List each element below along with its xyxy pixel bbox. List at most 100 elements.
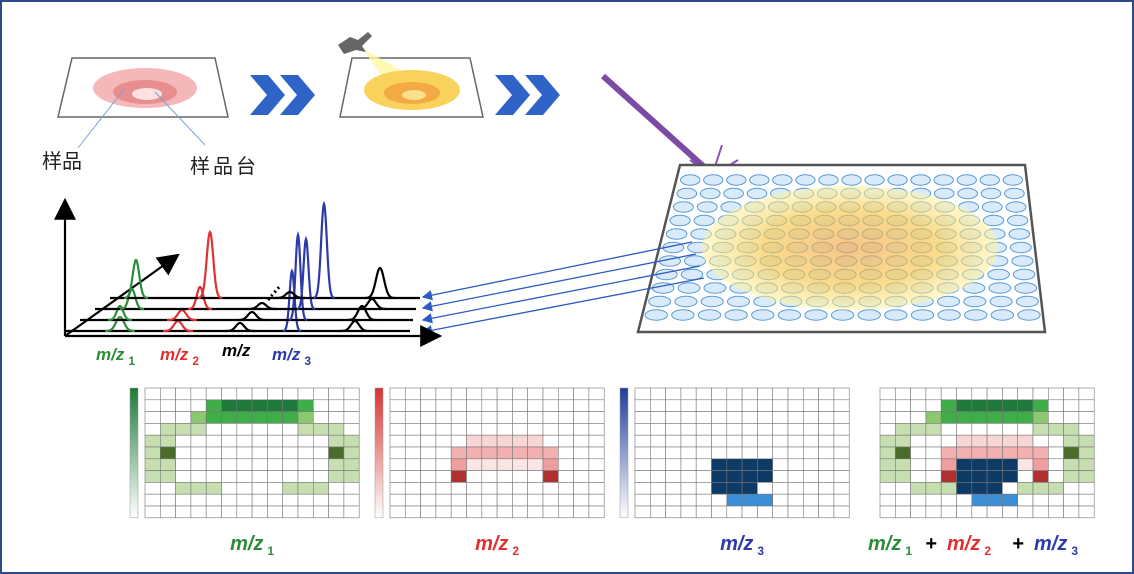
pixel [634,482,651,495]
pixel [787,493,804,507]
sample-spot [830,309,855,321]
pixel [802,423,819,436]
pixel [267,399,283,412]
pixel [175,411,192,424]
mz-sub: 3 [304,354,311,368]
pixel [879,411,896,424]
pixel [343,423,360,436]
pixel [389,434,406,448]
pixel [527,505,544,519]
pixel [894,399,911,412]
pixel [711,446,728,460]
pixel [496,505,513,519]
mz-label: m/z 1 [96,345,135,368]
pixel [267,505,283,519]
peak [356,297,388,311]
pixel [757,399,774,412]
pixel [466,493,483,507]
pixel [282,399,299,412]
pixel [527,434,544,448]
pixel [251,482,268,495]
pixel [802,411,819,424]
pixel [466,387,483,401]
pixel [833,399,850,412]
pixel [297,423,314,436]
pixel [190,423,207,436]
pixel [588,411,605,424]
pixel [160,387,176,401]
pixel [588,423,605,436]
pixel [1032,482,1049,495]
pixel [726,446,743,460]
pixel [818,423,835,436]
pixel [435,482,452,495]
sample-spot [857,309,881,321]
pixel [190,470,207,483]
pixel [175,446,192,460]
pixel [649,470,666,483]
pixel [757,411,774,424]
pixel [435,493,452,507]
pixel [312,434,329,448]
pixel [573,493,590,507]
mz-sub: 1 [905,544,912,558]
pixel [542,423,559,436]
pixel [971,411,988,424]
pixel [940,470,957,483]
pixel [312,446,329,460]
pixel [144,446,161,460]
pixel [971,458,988,471]
pixel [757,505,774,519]
pixel [297,411,314,424]
mz-sub: 1 [128,354,135,368]
pixel [542,482,559,495]
pixel [466,411,483,424]
pixel [695,423,712,436]
pixel [251,470,268,483]
sample-spot [887,174,908,186]
pixel [312,482,329,495]
pixel [726,411,743,424]
peak [236,310,268,322]
pixel [512,482,529,495]
pixel [221,411,238,424]
pixel [144,387,161,401]
pixel [404,387,421,401]
pixel [175,470,192,483]
pixel [420,458,437,471]
pixel [1032,399,1049,412]
pixel [144,470,161,483]
sample-spot [699,187,721,200]
pixel [665,458,682,471]
pixel [680,423,697,436]
pixel [221,387,238,401]
pixel [389,399,406,412]
pixel [971,434,988,448]
pixel [312,399,329,412]
pixel [787,411,804,424]
pixel [1002,387,1019,401]
peak [104,315,136,333]
mz-label: m/z 2 [475,533,519,558]
pixel [726,505,743,519]
sample-spot [990,309,1015,321]
pixel [312,458,329,471]
peak [296,235,316,311]
pixel [818,482,835,495]
pixel [557,482,574,495]
pixel [1017,470,1034,483]
pixel [481,411,498,424]
pixel [236,470,253,483]
pixel [435,446,452,460]
pixel [481,399,498,412]
pixel [741,411,758,424]
sample-spot [772,174,793,186]
pixel [711,423,728,436]
pixel [1017,434,1034,448]
pixel [940,505,957,519]
pixel [986,411,1003,424]
pixel [802,470,819,483]
pixel [1048,399,1064,412]
peak [224,321,256,333]
